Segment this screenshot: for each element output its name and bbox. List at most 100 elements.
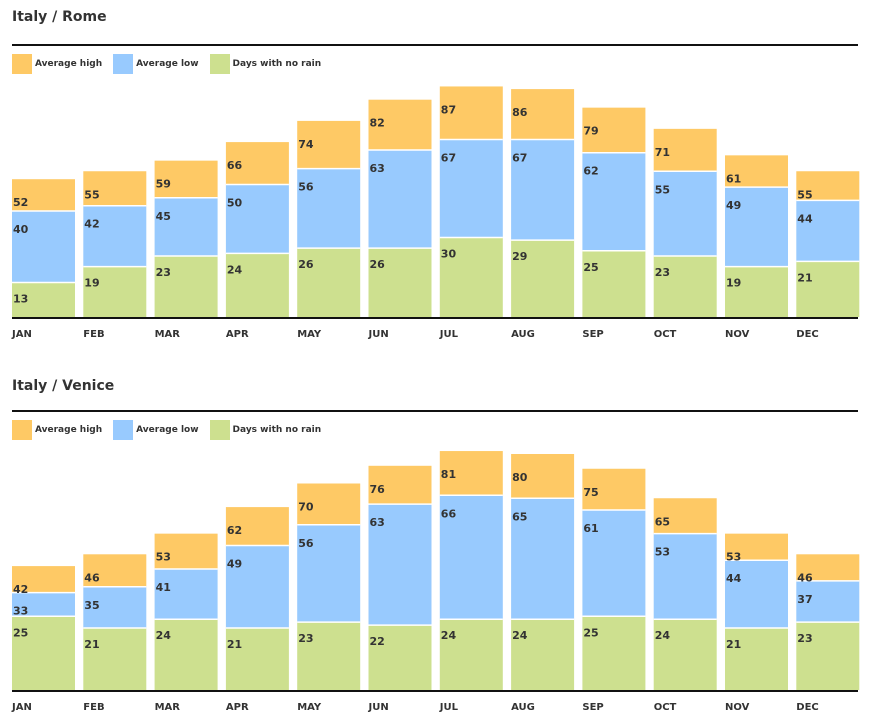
- bar-high-sep: [582, 468, 646, 511]
- value-label-low-apr: 49: [227, 557, 242, 570]
- legend-item-low: Average low: [113, 54, 203, 74]
- bar-norain-jan: [12, 282, 75, 317]
- value-label-norain-oct: 24: [655, 629, 671, 642]
- x-tick-label-jul: JUL: [439, 702, 459, 713]
- bar-low-mar: [154, 569, 218, 620]
- bar-low-dec: [796, 200, 860, 262]
- legend-item-norain: Days with no rain: [209, 54, 327, 74]
- chart-panel-venice: Italy / Venice Average high Average low …: [0, 366, 870, 724]
- x-tick-label-sep: SEP: [582, 329, 603, 340]
- bar-low-feb: [83, 586, 147, 629]
- bar-low-jan: [12, 592, 75, 617]
- value-label-norain-may: 23: [298, 632, 313, 645]
- bar-low-jun: [368, 150, 432, 249]
- x-tick-label-apr: APR: [226, 702, 249, 713]
- bar-high-apr: [225, 142, 289, 185]
- bar-norain-jun: [368, 625, 432, 690]
- legend-swatch-norain: [209, 420, 230, 440]
- value-label-low-jul: 67: [441, 151, 456, 164]
- value-label-norain-jun: 22: [370, 635, 385, 648]
- value-label-norain-sep: 25: [583, 626, 598, 639]
- bar-low-aug: [511, 139, 575, 241]
- value-label-high-jan: 52: [13, 196, 28, 209]
- value-label-high-may: 74: [298, 138, 314, 151]
- x-tick-label-aug: AUG: [511, 702, 535, 713]
- bar-low-jun: [368, 504, 432, 626]
- chart-panel-rome: Italy / Rome Average high Average low Da…: [0, 0, 870, 350]
- x-tick-label-aug: AUG: [511, 329, 535, 340]
- bar-high-jun: [368, 99, 432, 151]
- value-label-low-jun: 63: [370, 162, 385, 175]
- bar-low-feb: [83, 205, 147, 267]
- legend-label-high: Average high: [35, 425, 103, 435]
- x-tick-label-jan: JAN: [11, 329, 32, 340]
- x-tick-label-nov: NOV: [725, 702, 750, 713]
- bar-norain-nov: [725, 628, 788, 690]
- value-label-high-sep: 75: [583, 486, 598, 499]
- legend-label-high: Average high: [35, 59, 103, 69]
- value-label-norain-jul: 30: [441, 248, 457, 261]
- bar-norain-dec: [796, 261, 860, 317]
- x-tick-label-mar: MAR: [155, 329, 181, 340]
- bar-high-jun: [368, 465, 432, 505]
- value-label-low-feb: 35: [84, 599, 99, 612]
- x-tick-label-jun: JUN: [368, 329, 389, 340]
- value-label-norain-apr: 24: [227, 263, 243, 276]
- legend-label-norain: Days with no rain: [232, 425, 322, 435]
- value-label-high-may: 70: [298, 501, 314, 514]
- value-label-low-sep: 61: [583, 522, 598, 535]
- bar-high-feb: [83, 554, 147, 587]
- bar-norain-mar: [154, 619, 218, 690]
- bar-norain-aug: [511, 619, 575, 690]
- x-tick-label-may: MAY: [297, 702, 322, 713]
- bar-norain-nov: [725, 266, 788, 317]
- value-label-norain-nov: 19: [726, 277, 741, 290]
- bar-norain-may: [297, 248, 361, 317]
- x-tick-label-jun: JUN: [368, 702, 389, 713]
- value-label-high-mar: 53: [156, 551, 171, 564]
- value-label-low-nov: 49: [726, 199, 741, 212]
- legend-swatch-low: [113, 420, 134, 440]
- chart-title: Italy / Venice: [12, 378, 115, 394]
- value-label-low-jun: 63: [370, 516, 385, 529]
- bar-norain-apr: [225, 628, 289, 690]
- legend-item-low: Average low: [113, 420, 203, 440]
- x-tick-label-nov: NOV: [725, 329, 750, 340]
- x-tick-label-dec: DEC: [796, 329, 818, 340]
- value-label-norain-jan: 25: [13, 626, 28, 639]
- bar-low-oct: [653, 171, 717, 257]
- bar-high-dec: [796, 554, 860, 581]
- bar-low-nov: [725, 187, 788, 267]
- bar-low-mar: [154, 197, 218, 257]
- bar-low-may: [297, 524, 361, 623]
- bar-norain-sep: [582, 616, 646, 690]
- chart-legend: Average high Average low Days with no ra…: [12, 53, 332, 75]
- value-label-low-sep: 62: [583, 165, 598, 178]
- bar-low-dec: [796, 580, 860, 623]
- value-label-high-feb: 46: [84, 571, 100, 584]
- value-label-norain-sep: 25: [583, 261, 598, 274]
- bar-high-aug: [511, 89, 575, 140]
- value-label-norain-mar: 24: [156, 629, 172, 642]
- bar-low-nov: [725, 560, 788, 629]
- value-label-high-aug: 86: [512, 106, 528, 119]
- legend-label-low: Average low: [136, 425, 199, 435]
- value-label-low-jul: 66: [441, 507, 457, 520]
- value-label-high-sep: 79: [583, 125, 598, 138]
- value-label-norain-may: 26: [298, 258, 314, 271]
- legend-label-norain: Days with no rain: [232, 59, 322, 69]
- value-label-low-jan: 40: [13, 223, 29, 236]
- bar-high-feb: [83, 171, 147, 206]
- chart-title: Italy / Rome: [12, 9, 107, 25]
- bar-low-jul: [439, 495, 503, 620]
- bar-chart-rome: 52 40 13 JAN 55 42 19 FEB 59 45 23 MAR 66 50 24 APR 74 56…: [11, 86, 860, 340]
- bar-norain-dec: [796, 622, 860, 690]
- value-label-high-aug: 80: [512, 471, 528, 484]
- title-divider: [12, 410, 858, 412]
- value-label-high-dec: 55: [797, 188, 812, 201]
- bar-norain-may: [297, 622, 361, 690]
- bar-high-apr: [225, 507, 289, 546]
- value-label-low-jan: 33: [13, 605, 28, 618]
- bar-high-jul: [439, 86, 503, 140]
- bar-high-jan: [12, 179, 75, 211]
